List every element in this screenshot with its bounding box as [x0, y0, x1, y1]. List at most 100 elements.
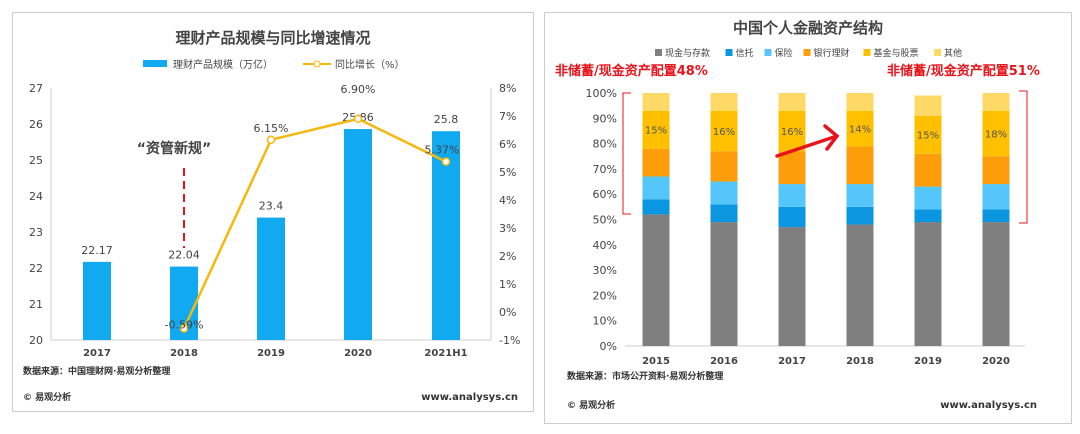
- y-tick-label: 27: [29, 82, 43, 95]
- x-tick-label: 2018: [170, 348, 198, 359]
- red-arrow-icon: [775, 124, 840, 158]
- growth-point: [353, 114, 363, 124]
- segment-label: 14%: [849, 124, 871, 135]
- growth-point: [179, 324, 189, 333]
- growth-point: [441, 157, 451, 166]
- legend-swatch: [655, 49, 662, 56]
- bar-segment-2020: [982, 222, 1010, 346]
- growth-label: -0.59%: [165, 319, 204, 332]
- y-tick-label: 30%: [593, 264, 617, 277]
- y-tick-label: 90%: [593, 112, 617, 125]
- bar-segment-2015: [642, 148, 670, 177]
- y2-tick-label: -1%: [499, 334, 520, 347]
- annotation-left: 非储蓄/现金资产配置48%: [555, 63, 708, 79]
- y2-tick-label: 5%: [499, 166, 516, 179]
- y-tick-label: 26: [29, 118, 43, 131]
- annotation-right: 非储蓄/现金资产配置51%: [887, 63, 1040, 79]
- bar-2019: [257, 217, 285, 340]
- bar-value-label: 23.4: [259, 200, 284, 213]
- y2-tick-label: 4%: [499, 194, 516, 207]
- copyright: © 易观分析: [23, 391, 71, 403]
- growth-label: 6.90%: [341, 83, 376, 96]
- legend-swatch: [863, 49, 871, 56]
- y2-tick-label: 2%: [499, 250, 516, 263]
- bar-segment-2015: [642, 214, 670, 346]
- bracket-right: [1019, 90, 1028, 224]
- x-tick-label: 2017: [83, 348, 111, 359]
- y2-tick-label: 8%: [499, 82, 516, 95]
- growth-label: 5.37%: [425, 144, 460, 157]
- y2-tick-label: 7%: [499, 110, 516, 123]
- y-tick-label: 50%: [593, 214, 617, 227]
- chart-title: 中国个人金融资产结构: [733, 19, 883, 37]
- bar-segment-2015: [642, 110, 670, 149]
- bar-segment-2016: [710, 204, 738, 223]
- bar-segment-2017: [778, 110, 806, 152]
- bar-segment-2020: [982, 184, 1010, 210]
- x-tick-label: 2020: [982, 356, 1010, 367]
- y-tick-label: 10%: [593, 315, 617, 328]
- legend-swatch: [934, 49, 941, 56]
- bar-segment-2018: [846, 184, 874, 207]
- legend-marker: [313, 60, 321, 68]
- bar-2020: [344, 129, 372, 340]
- bar-segment-2020: [982, 209, 1010, 223]
- legend-label: 现金与存款: [665, 47, 710, 59]
- legend-label: 理财产品规模（万亿）: [173, 58, 273, 71]
- legend-label: 同比增长（%）: [335, 58, 405, 71]
- y-tick-label: 22: [29, 262, 43, 275]
- bar-segment-2018: [846, 146, 874, 185]
- bar-segment-2017: [778, 227, 806, 346]
- x-tick-label: 2017: [778, 356, 806, 367]
- y-tick-label: 20: [29, 334, 43, 347]
- chart-title: 理财产品规模与同比增速情况: [175, 29, 370, 47]
- y-tick-label: 100%: [586, 87, 617, 100]
- bar-segment-2016: [710, 181, 738, 205]
- bar-segment-2017: [778, 184, 806, 207]
- bar-segment-2016: [710, 110, 738, 152]
- bar-segment-2018: [846, 224, 874, 346]
- bar-segment-2018: [846, 110, 874, 147]
- bar-segment-2017: [778, 206, 806, 228]
- y-tick-label: 20%: [593, 289, 617, 302]
- segment-label: 18%: [985, 129, 1007, 140]
- bar-segment-2019: [914, 222, 942, 346]
- legend-label: 基金与股票: [874, 47, 919, 59]
- scale-growth-chart-panel: 理财产品规模与同比增速情况理财产品规模（万亿） 同比增长（%） 20 21 22 23 24…: [12, 12, 534, 412]
- bar-segment-2018: [846, 206, 874, 225]
- y-tick-label: 70%: [593, 163, 617, 176]
- legend-swatch-bar: [143, 60, 167, 67]
- bar-segment-2016: [710, 93, 738, 111]
- segment-label: 16%: [713, 127, 735, 138]
- bar-segment-2019: [914, 95, 942, 116]
- growth-point: [266, 135, 276, 145]
- growth-line: [182, 117, 447, 330]
- y-tick-label: 40%: [593, 239, 617, 252]
- source-note: 数据来源：市场公开资料·易观分析整理: [567, 370, 723, 382]
- bar-segment-2015: [642, 93, 670, 111]
- bar-segment-2020: [982, 156, 1010, 185]
- bar-segment-2019: [914, 115, 942, 154]
- bar-segment-2015: [642, 176, 670, 200]
- bar-segment-2017: [778, 93, 806, 111]
- x-tick-label: 2020: [344, 348, 372, 359]
- legend-swatch: [803, 49, 811, 56]
- x-tick-label: 2016: [710, 356, 738, 367]
- legend-label: 保险: [775, 47, 793, 59]
- x-tick-label: 2018: [846, 356, 874, 367]
- x-tick-label: 2021H1: [424, 348, 467, 359]
- legend-swatch: [764, 49, 772, 56]
- legend-swatch: [725, 49, 733, 56]
- x-tick-label: 2015: [642, 356, 670, 367]
- bar-value-label: 22.17: [81, 244, 113, 257]
- legend-label: 银行理财: [814, 47, 850, 59]
- bar-segment-2016: [710, 151, 738, 182]
- y-tick-label: 21: [29, 298, 43, 311]
- y-tick-label: 24: [29, 190, 43, 203]
- site-url: www.analysys.cn: [421, 392, 518, 403]
- y-tick-label: 23: [29, 226, 43, 239]
- y2-tick-label: 0%: [499, 306, 516, 319]
- bar-segment-2016: [710, 222, 738, 346]
- bar-segment-2018: [846, 93, 874, 111]
- site-url: www.analysys.cn: [940, 400, 1037, 411]
